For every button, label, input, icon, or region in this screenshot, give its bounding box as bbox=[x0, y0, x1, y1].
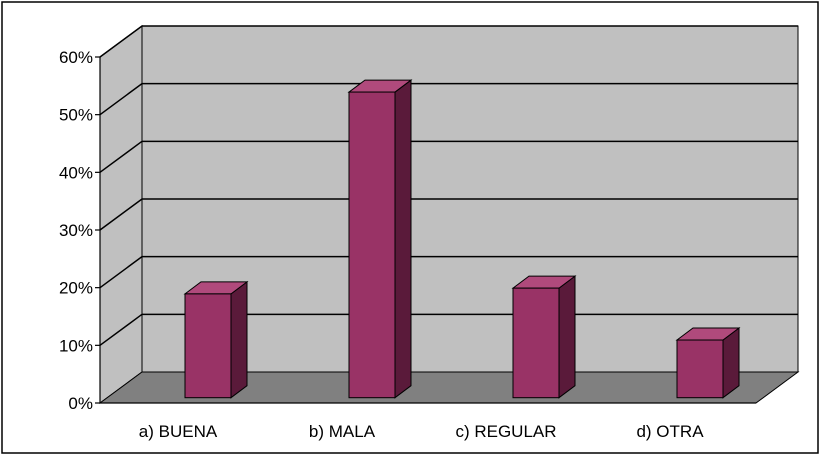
x-tick-labels: a) BUENA b) MALA c) REGULAR d) OTRA bbox=[139, 422, 704, 441]
axes bbox=[95, 56, 756, 404]
x-tick-label: d) OTRA bbox=[636, 422, 704, 441]
gridline bbox=[99, 25, 798, 58]
bar-side bbox=[394, 79, 412, 399]
y-tick-label: 30% bbox=[59, 221, 93, 240]
bar-2 bbox=[347, 79, 413, 399]
bar-3 bbox=[511, 275, 577, 399]
y-tick-label: 50% bbox=[59, 106, 93, 125]
x-tick-label: b) MALA bbox=[309, 422, 376, 441]
x-tick-label: c) REGULAR bbox=[455, 422, 556, 441]
gridline bbox=[99, 313, 798, 346]
bar-front bbox=[676, 339, 724, 399]
y-tick-labels: 0% 10% 20% 30% 40% 50% 60% bbox=[59, 48, 93, 413]
bar-front bbox=[348, 91, 396, 399]
x-tick-label: a) BUENA bbox=[139, 422, 218, 441]
bar-1 bbox=[183, 280, 249, 399]
gridlines bbox=[99, 25, 798, 346]
bar-side bbox=[230, 280, 248, 399]
bar-front bbox=[184, 293, 232, 399]
bars bbox=[183, 79, 741, 399]
gridline bbox=[99, 82, 798, 116]
y-tick-label: 40% bbox=[59, 163, 93, 182]
y-tick-label: 60% bbox=[59, 48, 93, 67]
gridline bbox=[99, 255, 798, 289]
y-tick-label: 20% bbox=[59, 279, 93, 298]
y-tick-label: 10% bbox=[59, 336, 93, 355]
bar-4 bbox=[675, 327, 741, 399]
bar-side bbox=[558, 275, 576, 399]
gridline bbox=[99, 198, 798, 231]
gridline bbox=[99, 140, 798, 173]
y-tick-label: 0% bbox=[68, 394, 93, 413]
bar-front bbox=[512, 287, 560, 399]
